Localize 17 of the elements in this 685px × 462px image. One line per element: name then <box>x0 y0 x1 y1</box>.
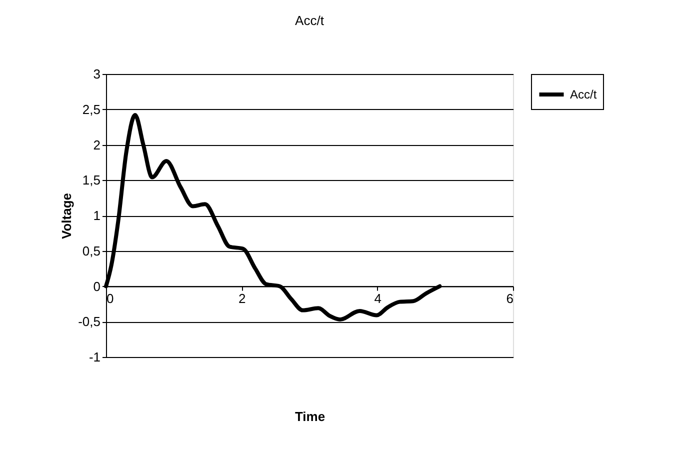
y-tick-label: -0,5 <box>78 314 100 330</box>
y-tick-label: 3 <box>93 66 100 82</box>
x-tick-label: 2 <box>238 290 246 306</box>
y-axis-title: Voltage <box>59 193 74 239</box>
x-axis-title: Time <box>294 408 326 424</box>
chart-title: Acc/t <box>295 13 324 28</box>
x-tick-label: 4 <box>374 290 382 306</box>
y-tick-label: 0,5 <box>82 243 100 258</box>
y-tick-label: 0 <box>93 278 100 294</box>
x-tick-label: 0 <box>106 290 114 306</box>
y-tick-label: 1,5 <box>82 172 100 188</box>
legend-label: Acc/t <box>570 88 598 102</box>
y-tick-label: 2 <box>93 137 100 152</box>
x-tick-label: 6 <box>506 290 514 306</box>
y-tick-label: -1 <box>88 350 100 364</box>
y-tick-label: 2,5 <box>82 102 100 117</box>
y-tick-label: 1 <box>93 208 100 223</box>
